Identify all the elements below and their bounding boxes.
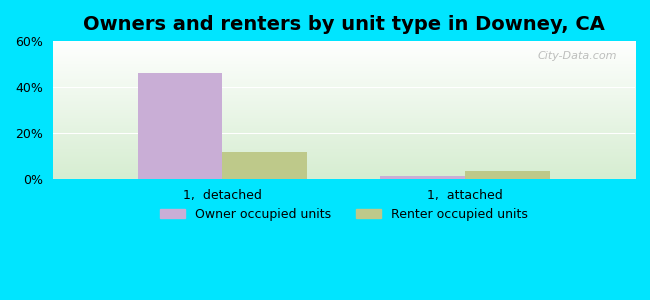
Bar	[380, 176, 465, 179]
Title: Owners and renters by unit type in Downey, CA: Owners and renters by unit type in Downe…	[83, 15, 604, 34]
Bar	[222, 152, 307, 179]
Legend: Owner occupied units, Renter occupied units: Owner occupied units, Renter occupied un…	[155, 203, 533, 226]
Bar	[465, 171, 550, 179]
Text: City-Data.com: City-Data.com	[538, 51, 617, 61]
Bar	[138, 74, 222, 179]
